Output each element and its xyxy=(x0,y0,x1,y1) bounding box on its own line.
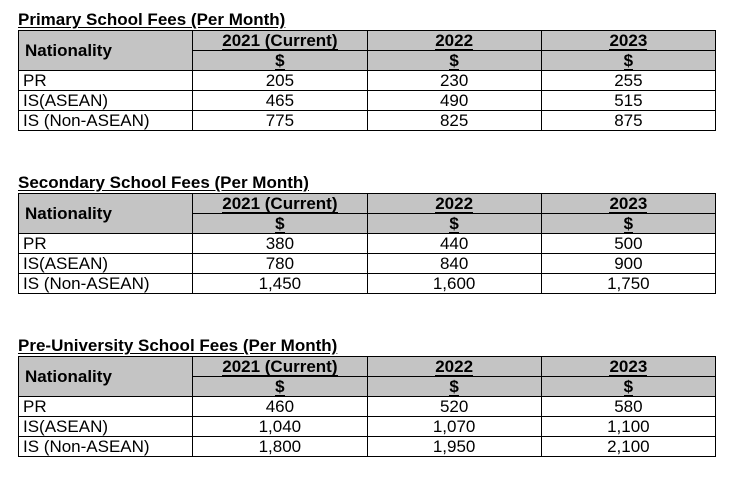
year-header: 2021 (Current) xyxy=(192,193,368,214)
nationality-cell: IS (Non-ASEAN) xyxy=(17,436,194,457)
fee-value-cell: 255 xyxy=(540,70,717,91)
fee-value-cell: 1,040 xyxy=(192,416,368,437)
table-row: IS(ASEAN) 1,040 1,070 1,100 xyxy=(17,416,717,437)
nationality-header: Nationality xyxy=(17,193,194,234)
fee-value-cell: 1,450 xyxy=(192,273,368,294)
currency-symbol: $ xyxy=(449,214,459,233)
table-row: IS(ASEAN) 465 490 515 xyxy=(17,90,717,111)
year-header: 2023 xyxy=(540,30,717,51)
year-label: 2022 xyxy=(435,194,474,213)
header-row: Nationality 2021 (Current) 2022 2023 xyxy=(17,193,717,234)
year-label: 2023 xyxy=(609,357,648,376)
year-header: 2022 xyxy=(366,193,542,214)
year-header: 2023 xyxy=(540,193,717,214)
year-label: 2022 xyxy=(435,357,474,376)
nationality-cell: PR xyxy=(17,70,194,91)
year-header: 2022 xyxy=(366,30,542,51)
fee-value-cell: 460 xyxy=(192,396,368,417)
nationality-cell: PR xyxy=(17,396,194,417)
fee-value-cell: 465 xyxy=(192,90,368,111)
primary-fees-section: Primary School Fees (Per Month) Nationali… xyxy=(17,10,717,131)
table-row: PR 205 230 255 xyxy=(17,70,717,91)
currency-row: $ $ $ xyxy=(19,50,717,71)
secondary-fees-title: Secondary School Fees (Per Month) xyxy=(18,173,309,192)
year-label: 2023 xyxy=(609,194,648,213)
year-label: 2021 (Current) xyxy=(222,357,338,376)
fee-value-cell: 500 xyxy=(540,233,717,254)
fee-value-cell: 875 xyxy=(540,110,717,131)
nationality-cell: PR xyxy=(17,233,194,254)
nationality-header: Nationality xyxy=(17,30,194,71)
year-header: 2022 xyxy=(366,356,542,377)
fee-value-cell: 520 xyxy=(366,396,542,417)
nationality-cell: IS(ASEAN) xyxy=(17,253,194,274)
currency-header: $ xyxy=(192,376,368,397)
primary-fees-table: Nationality 2021 (Current) 2022 2023 $ $ $ PR 20… xyxy=(17,30,717,131)
header-row: Nationality 2021 (Current) 2022 2023 xyxy=(17,356,717,397)
pre-university-fees-table: Nationality 2021 (Current) 2022 2023 $ $ $ PR 46… xyxy=(17,356,717,457)
fee-value-cell: 1,100 xyxy=(540,416,717,437)
fee-value-cell: 1,750 xyxy=(540,273,717,294)
table-row: IS (Non-ASEAN) 1,450 1,600 1,750 xyxy=(17,273,717,294)
fee-value-cell: 900 xyxy=(540,253,717,274)
fee-value-cell: 840 xyxy=(366,253,542,274)
currency-symbol: $ xyxy=(449,377,459,396)
currency-row: $ $ $ xyxy=(19,213,717,234)
fee-value-cell: 380 xyxy=(192,233,368,254)
table-row: IS (Non-ASEAN) 775 825 875 xyxy=(17,110,717,131)
header-row: Nationality 2021 (Current) 2022 2023 xyxy=(17,30,717,71)
currency-header: $ xyxy=(540,213,717,234)
fee-value-cell: 775 xyxy=(192,110,368,131)
year-label: 2021 (Current) xyxy=(222,31,338,50)
table-row: PR 380 440 500 xyxy=(17,233,717,254)
currency-header: $ xyxy=(366,376,542,397)
table-row: IS (Non-ASEAN) 1,800 1,950 2,100 xyxy=(17,436,717,457)
fee-value-cell: 440 xyxy=(366,233,542,254)
currency-symbol: $ xyxy=(623,377,634,396)
year-header: 2021 (Current) xyxy=(192,30,368,51)
nationality-cell: IS (Non-ASEAN) xyxy=(17,110,194,131)
nationality-cell: IS(ASEAN) xyxy=(17,416,194,437)
currency-header: $ xyxy=(192,50,368,71)
fee-value-cell: 825 xyxy=(366,110,542,131)
year-label: 2023 xyxy=(609,31,648,50)
nationality-header: Nationality xyxy=(17,356,194,397)
currency-header: $ xyxy=(540,376,717,397)
pre-university-fees-section: Pre-University School Fees (Per Month) Na… xyxy=(17,336,717,457)
table-row: IS(ASEAN) 780 840 900 xyxy=(17,253,717,274)
year-header: 2021 (Current) xyxy=(192,356,368,377)
fee-value-cell: 230 xyxy=(366,70,542,91)
currency-symbol: $ xyxy=(623,51,634,70)
currency-symbol: $ xyxy=(449,51,459,70)
primary-fees-title: Primary School Fees (Per Month) xyxy=(18,10,286,29)
currency-header: $ xyxy=(366,50,542,71)
fee-value-cell: 1,950 xyxy=(366,436,542,457)
fee-value-cell: 1,600 xyxy=(366,273,542,294)
fee-value-cell: 580 xyxy=(540,396,717,417)
currency-row: $ $ $ xyxy=(19,376,717,397)
fee-value-cell: 1,070 xyxy=(366,416,542,437)
pre-university-fees-title: Pre-University School Fees (Per Month) xyxy=(18,336,338,355)
fee-value-cell: 780 xyxy=(192,253,368,274)
nationality-cell: IS (Non-ASEAN) xyxy=(17,273,194,294)
year-header: 2023 xyxy=(540,356,717,377)
currency-symbol: $ xyxy=(623,214,634,233)
fee-value-cell: 490 xyxy=(366,90,542,111)
secondary-fees-table: Nationality 2021 (Current) 2022 2023 $ $ $ PR 38… xyxy=(17,193,717,294)
fee-value-cell: 2,100 xyxy=(540,436,717,457)
secondary-fees-section: Secondary School Fees (Per Month) Nationa… xyxy=(17,173,717,294)
currency-symbol: $ xyxy=(275,377,285,396)
table-row: PR 460 520 580 xyxy=(17,396,717,417)
fee-value-cell: 1,800 xyxy=(192,436,368,457)
currency-symbol: $ xyxy=(275,51,285,70)
year-label: 2021 (Current) xyxy=(222,194,338,213)
fee-value-cell: 205 xyxy=(192,70,368,91)
currency-header: $ xyxy=(192,213,368,234)
fee-value-cell: 515 xyxy=(540,90,717,111)
nationality-cell: IS(ASEAN) xyxy=(17,90,194,111)
currency-header: $ xyxy=(540,50,717,71)
year-label: 2022 xyxy=(435,31,474,50)
currency-header: $ xyxy=(366,213,542,234)
currency-symbol: $ xyxy=(275,214,285,233)
